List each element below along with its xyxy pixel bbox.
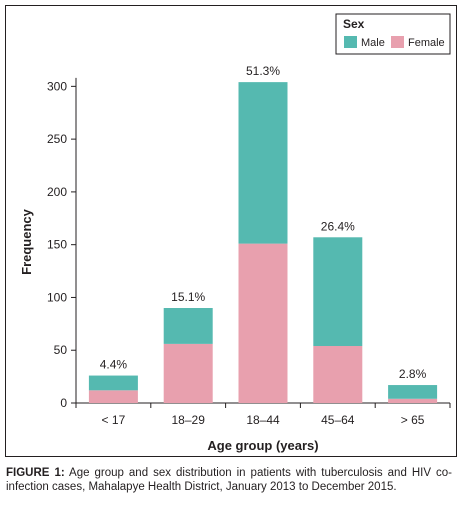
x-tick-label: 45–64 [321,413,355,427]
x-tick-label: > 65 [401,413,425,427]
bar-female-4 [388,398,438,403]
x-tick-label: < 17 [102,413,126,427]
y-tick-label: 0 [60,396,67,410]
y-tick-label: 200 [47,185,67,199]
y-axis-label: Frequency [19,208,34,275]
bar-female-3 [313,346,363,403]
bar-male-1 [163,308,213,344]
figure-caption-text: Age group and sex distribution in patien… [6,467,452,493]
x-axis-label: Age group (years) [207,438,318,453]
x-tick-label: 18–29 [172,413,206,427]
figure-frame: 0 50 100 150 200 250 300 4.4% < 17 15.1% 18–29 51.3… [5,5,457,457]
figure-caption-label: FIGURE 1: [6,467,65,479]
legend-label-female: Female [408,37,445,49]
y-tick-label: 50 [54,343,68,357]
legend-swatch-female [391,36,404,48]
bar-percent-label: 26.4% [321,219,355,233]
bar-male-2 [238,82,288,244]
stacked-bar-chart: 0 50 100 150 200 250 300 4.4% < 17 15.1% 18–29 51.3… [19,13,451,453]
y-tick-label: 250 [47,132,67,146]
bar-percent-label: 15.1% [171,290,205,304]
x-tick-label: 18–44 [246,413,280,427]
bar-male-3 [313,237,363,347]
y-tick-label: 300 [47,79,67,93]
bar-percent-label: 51.3% [246,64,280,78]
bar-percent-label: 2.8% [399,367,427,381]
bar-male-0 [88,375,138,391]
bar-female-2 [238,243,288,403]
bar-female-1 [163,343,213,403]
y-tick-label: 150 [47,238,67,252]
legend-swatch-male [344,36,357,48]
y-tick-label: 100 [47,290,67,304]
legend-label-male: Male [361,37,385,49]
legend-title: Sex [343,17,365,31]
bar-percent-label: 4.4% [100,358,128,372]
bar-male-4 [388,385,438,399]
figure-caption: FIGURE 1: Age group and sex distribution… [6,466,452,494]
bar-female-0 [88,390,138,403]
